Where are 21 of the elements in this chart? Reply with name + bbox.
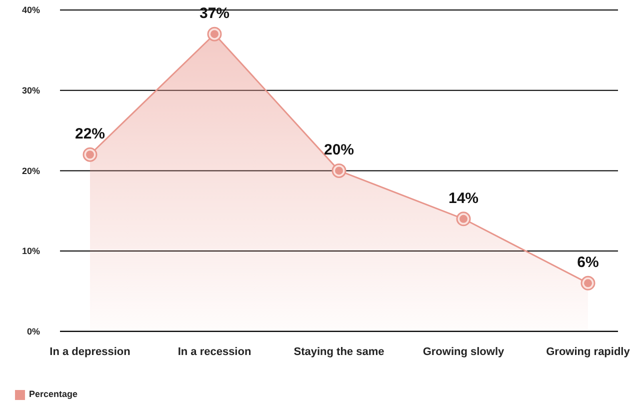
point	[82, 147, 98, 162]
y-tick-label: 10%	[22, 246, 40, 256]
data-label: 14%	[448, 190, 479, 207]
x-tick-label: In a recession	[178, 346, 252, 358]
point	[580, 276, 596, 290]
point	[456, 212, 471, 226]
point	[207, 26, 222, 42]
y-tick-label: 40%	[22, 5, 40, 16]
data-label: 20%	[324, 142, 354, 159]
x-tick-label: In a depression	[50, 346, 131, 358]
data-label: 37%	[199, 5, 230, 22]
x-tick-label: Growing slowly	[422, 346, 506, 358]
point	[332, 163, 346, 178]
data-label: 6%	[577, 254, 599, 272]
y-tick-label: 30%	[22, 86, 40, 96]
data-label: 22%	[74, 126, 106, 143]
x-tick-label: Growing rapidly	[546, 346, 631, 358]
y-tick-label: 20%	[22, 166, 40, 176]
legend-label: Percentage	[29, 389, 78, 400]
y-tick-label: 0%	[26, 326, 40, 337]
x-tick-label: Staying the same	[294, 346, 384, 358]
